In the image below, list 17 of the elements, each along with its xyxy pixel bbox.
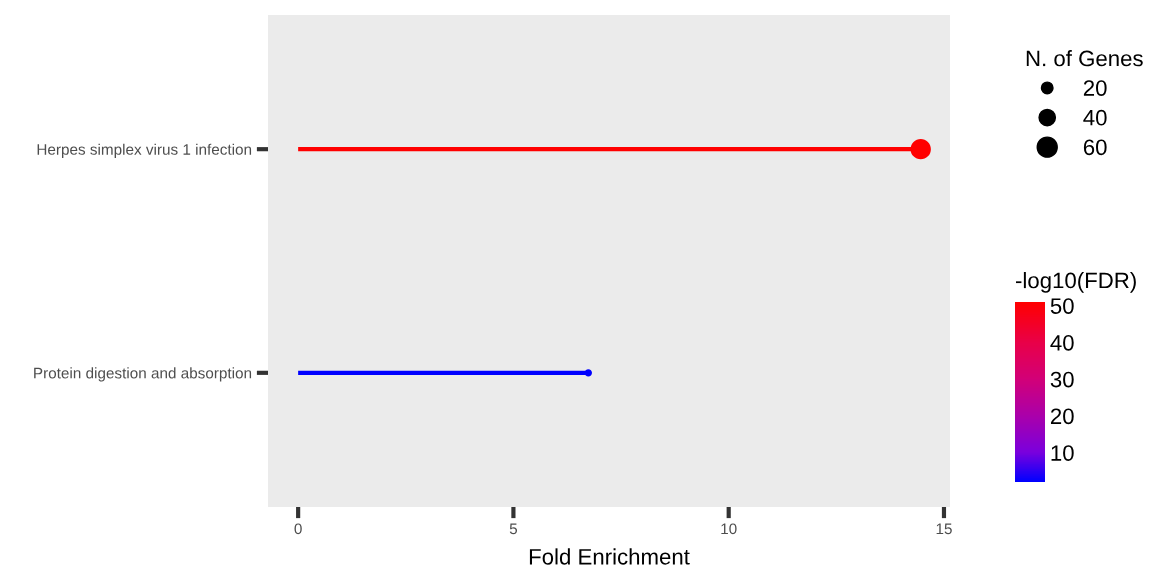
y-tick-label: Protein digestion and absorption: [34, 367, 252, 382]
x-tick-label: 10: [721, 523, 737, 535]
x-axis-title: Fold Enrichment: [529, 548, 690, 565]
color-bar-label: 50: [1050, 298, 1074, 314]
color-bar-label: 20: [1050, 408, 1074, 425]
x-tick-label: 5: [509, 523, 518, 535]
y-tick-label: Herpes simplex virus 1 infection: [37, 143, 252, 158]
legend-title: N. of Genes: [1026, 50, 1143, 67]
x-tick-label: 0: [294, 523, 302, 535]
color-bar-label: 10: [1051, 445, 1074, 461]
color-bar-label: 30: [1050, 371, 1074, 388]
legend-label: 20: [1083, 80, 1107, 96]
color-bar-title: -log10(FDR): [1015, 272, 1136, 293]
legend-label: 40: [1083, 109, 1107, 126]
x-tick-label: 15: [936, 523, 952, 535]
legend-label: 60: [1083, 139, 1107, 156]
color-bar-label: 40: [1050, 334, 1074, 351]
